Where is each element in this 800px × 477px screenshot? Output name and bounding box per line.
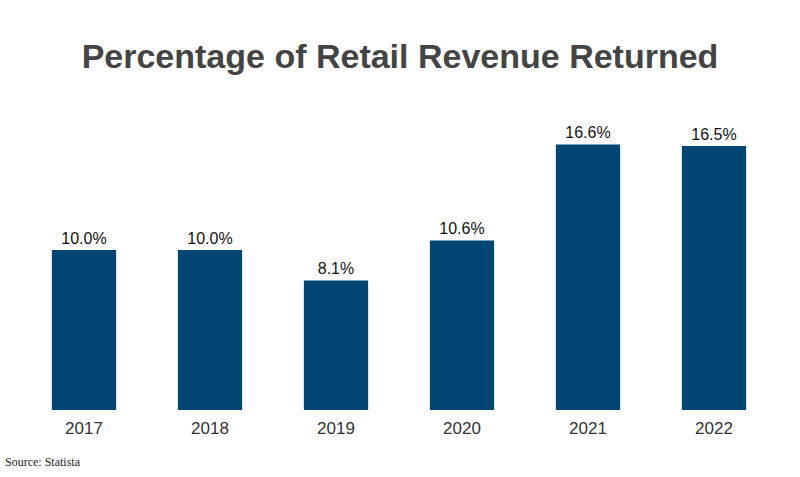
svg-text:2021: 2021 [569,419,607,438]
svg-text:10.0%: 10.0% [61,230,106,247]
svg-text:2019: 2019 [317,419,355,438]
svg-text:8.1%: 8.1% [318,260,354,277]
svg-text:10.0%: 10.0% [187,230,232,247]
svg-text:2018: 2018 [191,419,229,438]
svg-text:Source: Statista: Source: Statista [5,455,81,469]
svg-text:Percentage of Retail Revenue R: Percentage of Retail Revenue Returned [82,37,719,75]
svg-text:10.6%: 10.6% [439,220,484,237]
svg-text:2017: 2017 [65,419,103,438]
svg-text:2022: 2022 [695,419,733,438]
svg-text:16.5%: 16.5% [691,126,736,143]
svg-text:16.6%: 16.6% [565,124,610,141]
svg-text:2020: 2020 [443,419,481,438]
